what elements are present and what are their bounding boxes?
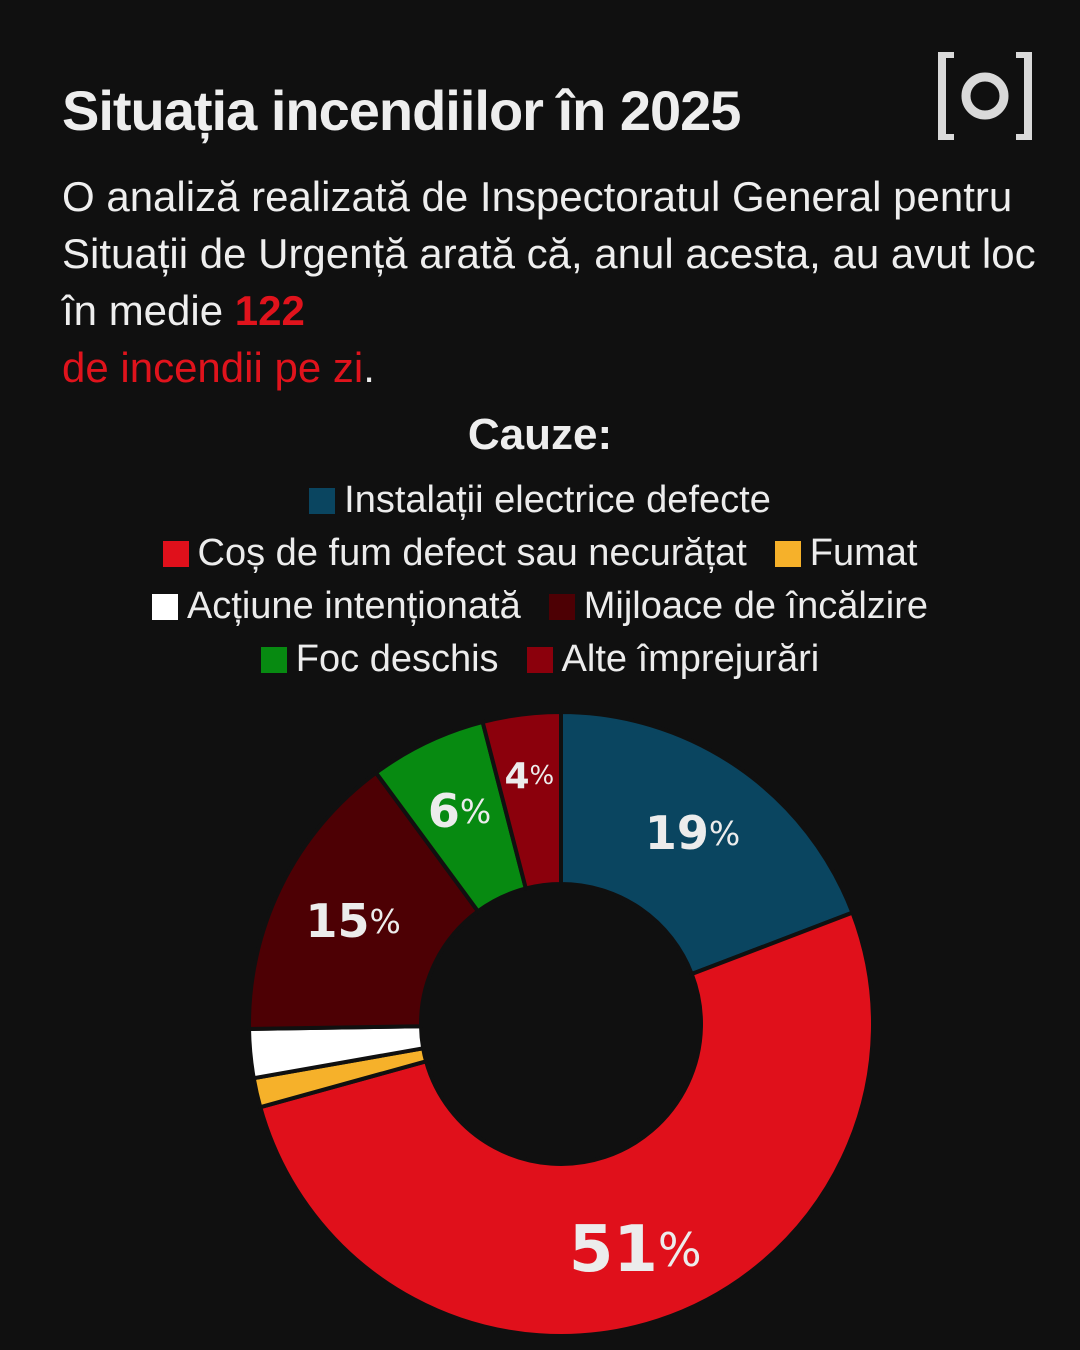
intro-period: .: [363, 344, 375, 391]
donut-slice: [559, 710, 855, 977]
legend-swatch: [774, 540, 801, 567]
legend-swatch: [151, 593, 178, 620]
intro-text: O analiză realizată de Inspectoratul Gen…: [62, 168, 1052, 396]
legend-label: Mijloace de încălzire: [583, 585, 929, 627]
legend-item: Instalații electrice defecte: [309, 474, 771, 527]
legend-item: Fumat: [774, 527, 918, 580]
legend-label: Fumat: [809, 532, 918, 574]
legend-label: Alte împrejurări: [561, 638, 820, 680]
legend-row: Instalații electrice defecte: [0, 474, 1080, 527]
donut-slice: [258, 910, 875, 1338]
slice-label: 19%: [645, 806, 740, 860]
legend-item: Mijloace de încălzire: [548, 580, 929, 633]
page-title: Situația incendiilor în 2025: [62, 79, 741, 142]
donut-slice: [480, 710, 563, 891]
legend-label: Instalații electrice defecte: [344, 479, 771, 521]
legend-label: Foc deschis: [295, 638, 499, 680]
legend-item: Foc deschis: [260, 633, 499, 686]
bracket-o-logo-icon: [938, 52, 1032, 140]
legend-item: Alte împrejurări: [526, 633, 820, 686]
legend-swatch: [526, 646, 553, 673]
legend-label: Coș de fum defect sau necurățat: [197, 532, 747, 574]
causes-title: Cauze:: [467, 410, 613, 459]
slice-label: 51%: [569, 1213, 702, 1287]
legend-swatch: [260, 646, 287, 673]
legend-item: Coș de fum defect sau necurățat: [162, 527, 747, 580]
legend-item: Acțiune intenționată: [151, 580, 521, 633]
legend-swatch: [309, 487, 336, 514]
highlight-phrase: de incendii pe zi: [62, 344, 364, 391]
legend-swatch: [162, 540, 189, 567]
slice-label: 15%: [305, 894, 400, 948]
legend-swatch: [548, 593, 575, 620]
intro-plain: O analiză realizată de Inspectoratul Gen…: [62, 173, 1036, 334]
chart-legend: Instalații electrice defecte Coș de fum …: [0, 474, 1080, 686]
legend-row: Acțiune intenționată Mijloace de încălzi…: [0, 580, 1080, 633]
legend-row: Coș de fum defect sau necurățat Fumat: [0, 527, 1080, 580]
legend-row: Foc deschis Alte împrejurări: [0, 633, 1080, 686]
legend-label: Acțiune intenționată: [186, 585, 521, 627]
slice-label: 6%: [428, 784, 491, 838]
slice-label: 4%: [504, 756, 554, 797]
highlight-number: 122: [234, 287, 305, 334]
